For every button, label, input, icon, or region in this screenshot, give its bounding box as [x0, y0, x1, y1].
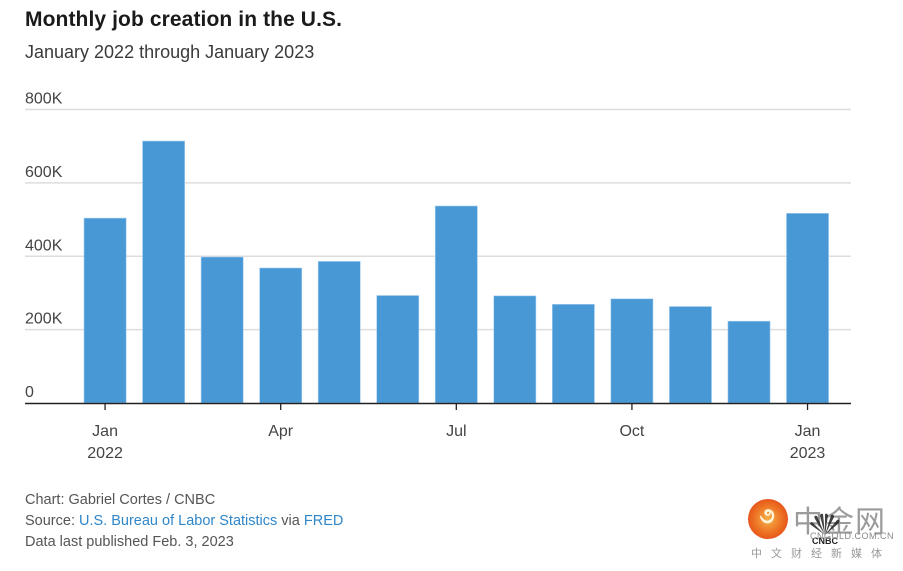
bar-chart: 0 200K 400K 600K 800K Jan 2022 Apr Jul Oct Jan 202…	[25, 91, 851, 462]
watermark-tagline: 中文财经新媒体	[751, 548, 891, 560]
bar-2023-01[interactable]	[786, 213, 829, 404]
cngold-logo-icon	[748, 499, 788, 539]
bar-2022-11[interactable]	[669, 306, 712, 404]
x-tick-label: Jan	[795, 423, 821, 440]
chart-footer: Chart: Gabriel Cortes / CNBC Source: U.S…	[25, 490, 343, 553]
bls-link[interactable]: U.S. Bureau of Labor Statistics	[79, 513, 278, 529]
bar-2022-03[interactable]	[200, 256, 244, 404]
data-published-date: Data last published Feb. 3, 2023	[25, 534, 234, 550]
bar-2022-12[interactable]	[727, 320, 771, 404]
bar-2022-06[interactable]	[376, 295, 420, 404]
bars	[83, 140, 829, 404]
cnbc-text: CNBC	[812, 536, 838, 545]
source-prefix: Source:	[25, 513, 79, 529]
chart-credit: Chart: Gabriel Cortes / CNBC	[25, 492, 216, 508]
cnbc-peacock-icon: CNBC	[810, 513, 840, 545]
watermark-logo: ૭ 中金网 CNBC CNGOLD.COM.CN 中文财经新媒体	[745, 495, 895, 565]
y-tick-label: 800K	[25, 91, 63, 108]
bar-2022-09[interactable]	[552, 304, 595, 404]
x-tick-label: Oct	[619, 423, 644, 440]
bar-2022-01[interactable]	[83, 217, 127, 404]
x-tick-label: Jan	[92, 423, 118, 440]
chart-title: Monthly job creation in the U.S.	[25, 8, 343, 31]
x-tick-label: Apr	[268, 423, 294, 440]
bar-2022-02[interactable]	[142, 140, 185, 404]
x-tick-label: Jul	[446, 423, 466, 440]
bar-2022-05[interactable]	[317, 261, 361, 404]
y-axis-labels: 0 200K 400K 600K 800K	[25, 91, 63, 402]
y-tick-label: 400K	[25, 237, 63, 254]
x-tick-year-label: 2023	[790, 445, 826, 462]
bar-2022-04[interactable]	[259, 267, 303, 404]
chart-source: Source: U.S. Bureau of Labor Statistics …	[25, 511, 343, 532]
y-tick-label: 600K	[25, 164, 63, 181]
fred-link[interactable]: FRED	[303, 513, 344, 529]
bar-2022-10[interactable]	[610, 298, 654, 404]
y-tick-label: 200K	[25, 311, 63, 328]
x-tick-year-label: 2022	[87, 445, 123, 462]
y-tick-label: 0	[25, 384, 34, 401]
swirl-icon: ૭	[759, 503, 775, 528]
bar-2022-07[interactable]	[434, 205, 478, 404]
chart-subtitle: January 2022 through January 2023	[25, 42, 315, 62]
x-axis-ticks: Jan 2022 Apr Jul Oct Jan 2023	[87, 403, 825, 462]
source-via: via	[277, 513, 304, 529]
watermark-domain: CNGOLD.COM.CN	[810, 531, 895, 541]
bar-2022-08[interactable]	[493, 295, 537, 404]
